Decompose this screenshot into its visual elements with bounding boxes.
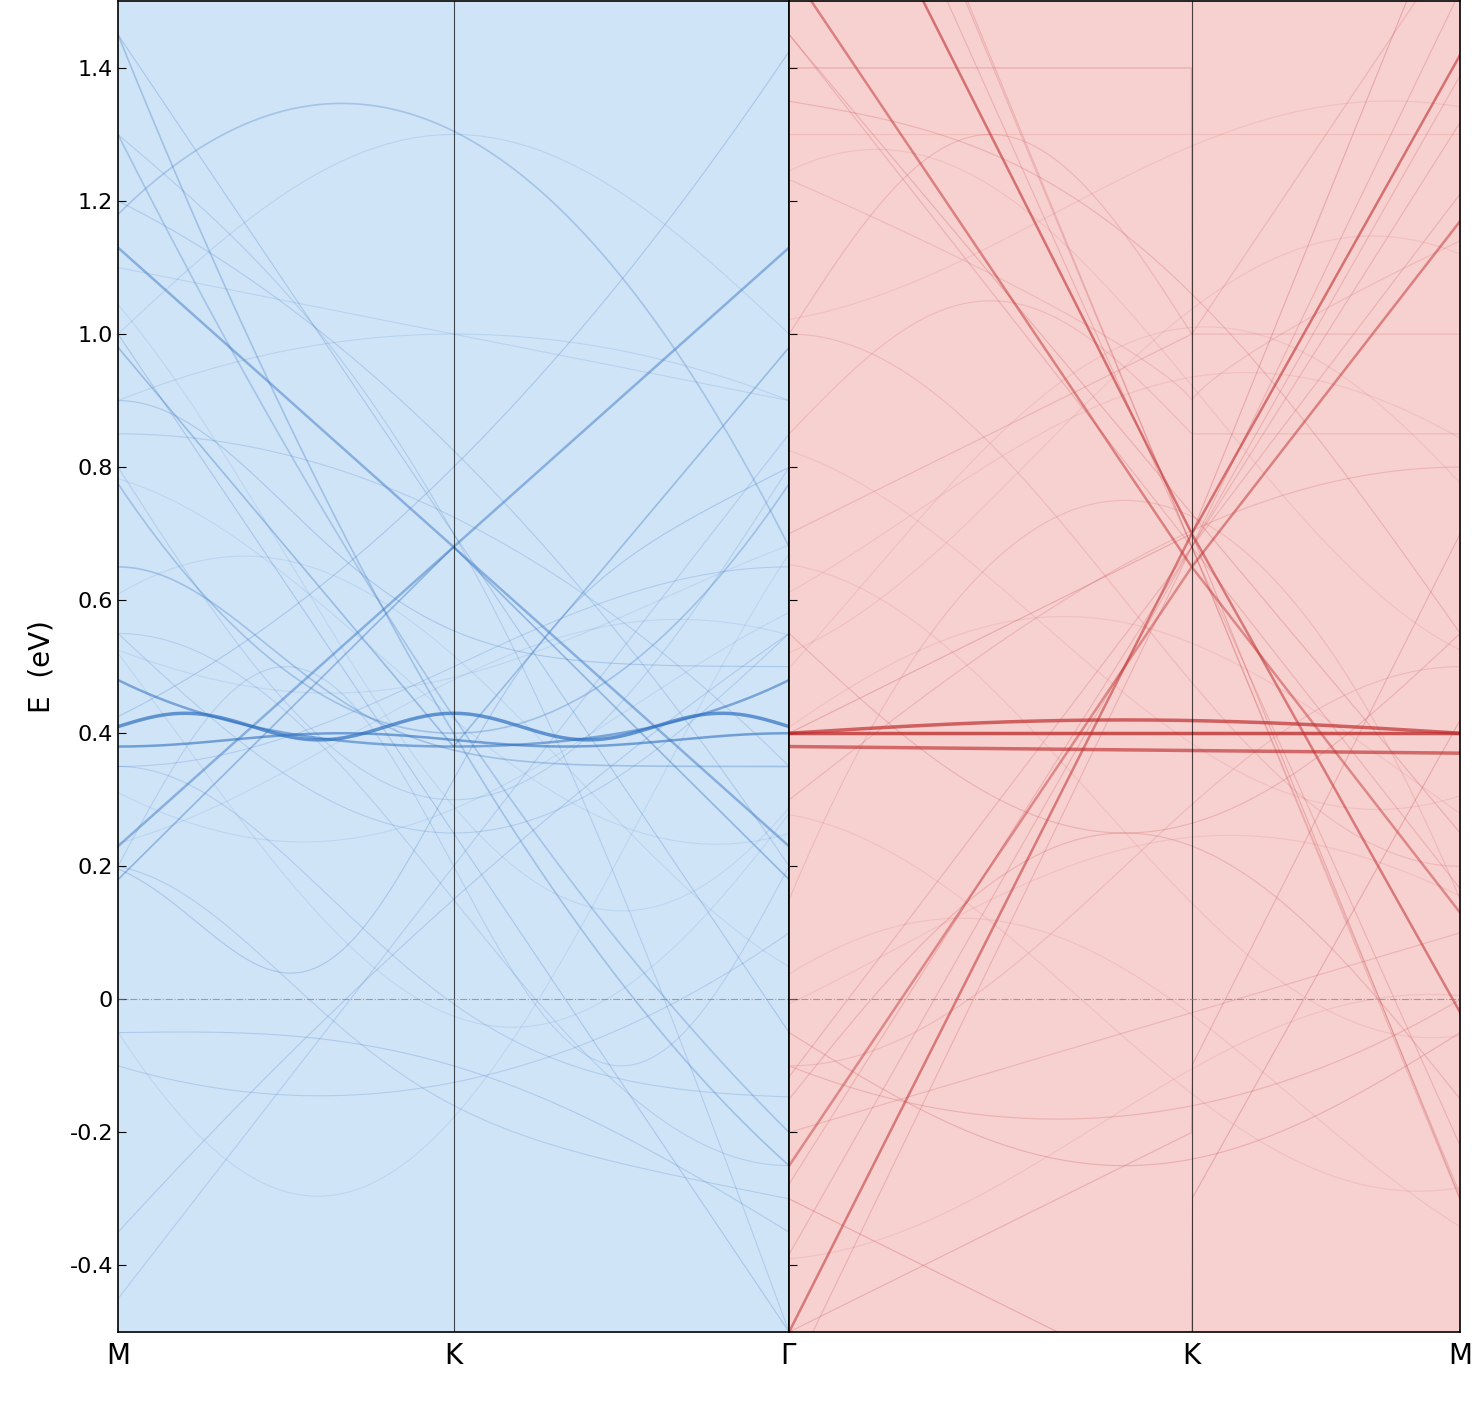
Y-axis label: E  (eV): E (eV) xyxy=(28,621,56,713)
